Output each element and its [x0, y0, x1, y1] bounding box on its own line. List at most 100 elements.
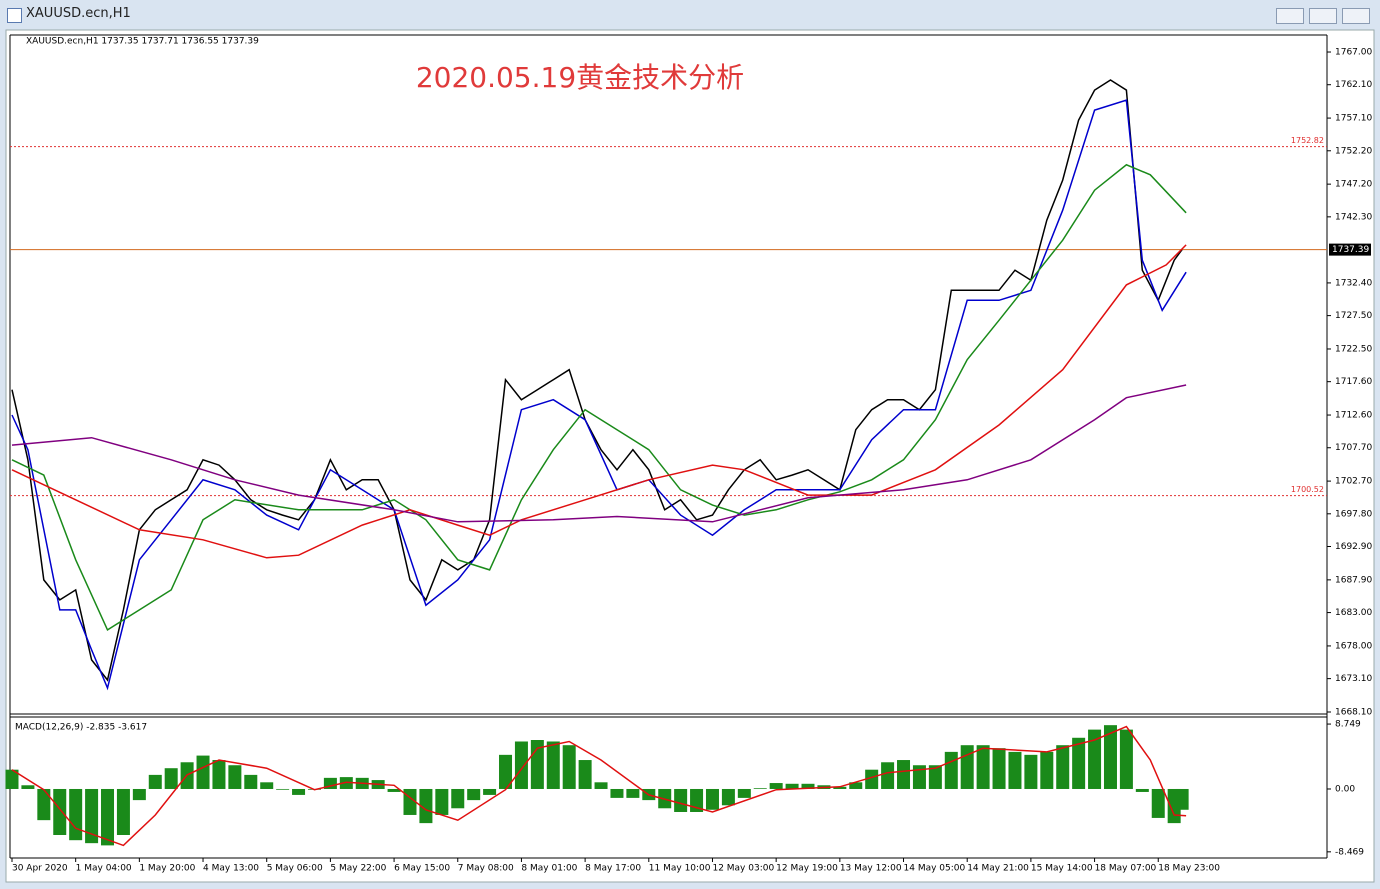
- macd-bar: [769, 783, 783, 789]
- macd-bar: [132, 788, 146, 801]
- x-tick-label: 14 May 21:00: [967, 864, 1029, 874]
- y-tick-label: 1747.20: [1335, 180, 1372, 190]
- y-tick-label: 0.00: [1335, 784, 1355, 794]
- y-tick-label: 1697.80: [1335, 509, 1372, 519]
- macd-bar: [912, 765, 926, 789]
- macd-bar: [976, 745, 990, 789]
- macd-bar: [260, 782, 274, 789]
- x-tick-label: 1 May 20:00: [139, 864, 195, 874]
- macd-bar: [928, 765, 942, 789]
- macd-bar: [276, 788, 290, 790]
- macd-bar: [833, 786, 847, 789]
- macd-bar: [753, 788, 767, 789]
- y-tick-label: 1673.10: [1335, 674, 1372, 684]
- macd-bar: [1008, 751, 1022, 789]
- macd-bar: [1056, 745, 1070, 789]
- x-tick-label: 18 May 23:00: [1158, 864, 1220, 874]
- x-tick-label: 7 May 08:00: [458, 864, 514, 874]
- y-tick-label: 1683.00: [1335, 608, 1372, 618]
- close-button[interactable]: [1342, 8, 1370, 24]
- x-tick-label: 14 May 05:00: [904, 864, 966, 874]
- y-tick-label: 1722.50: [1335, 344, 1372, 354]
- macd-bar: [244, 774, 258, 789]
- macd-bar: [53, 788, 67, 835]
- current-price-box: [1329, 243, 1371, 256]
- macd-bar: [292, 788, 306, 795]
- macd-bar: [212, 760, 226, 789]
- macd-bar: [69, 788, 83, 841]
- macd-bar: [1040, 751, 1054, 789]
- macd-bar: [483, 788, 497, 795]
- y-tick-label: 1752.20: [1335, 146, 1372, 156]
- macd-bar: [721, 788, 735, 806]
- macd-bar: [1119, 729, 1133, 789]
- y-tick-label: 1712.60: [1335, 411, 1372, 421]
- y-tick-label: 1727.50: [1335, 311, 1372, 321]
- macd-label: MACD(12,26,9) -2.835 -3.617: [15, 723, 147, 733]
- macd-bar: [1088, 729, 1102, 789]
- macd-bar: [960, 745, 974, 789]
- macd-bar: [626, 788, 640, 798]
- macd-bar: [881, 762, 895, 789]
- x-tick-label: 15 May 14:00: [1031, 864, 1093, 874]
- series-line: [11, 244, 1187, 559]
- minimize-button[interactable]: [1276, 8, 1304, 24]
- x-tick-label: 8 May 17:00: [585, 864, 641, 874]
- x-tick-label: 5 May 22:00: [330, 864, 386, 874]
- macd-bar: [37, 788, 51, 821]
- y-tick-label: 1742.30: [1335, 212, 1372, 222]
- macd-bar: [323, 777, 337, 789]
- maximize-button[interactable]: [1309, 8, 1337, 24]
- x-tick-label: 4 May 13:00: [203, 864, 259, 874]
- macd-bar: [1024, 754, 1038, 789]
- x-tick-label: 8 May 01:00: [521, 864, 577, 874]
- x-tick-label: 12 May 19:00: [776, 864, 838, 874]
- current-price-label: 1737.39: [1332, 245, 1369, 255]
- macd-bar: [801, 783, 815, 789]
- macd-bar: [21, 785, 35, 789]
- macd-bar: [514, 741, 528, 789]
- macd-bar: [849, 782, 863, 789]
- level-label: 1700.52: [1291, 485, 1324, 494]
- macd-bar: [1103, 725, 1117, 789]
- x-tick-label: 11 May 10:00: [649, 864, 711, 874]
- y-tick-label: 1717.60: [1335, 377, 1372, 387]
- macd-bar: [674, 788, 688, 812]
- macd-bar: [610, 788, 624, 798]
- macd-bar: [578, 760, 592, 789]
- macd-bar: [785, 783, 799, 789]
- macd-bar: [164, 768, 178, 789]
- macd-bar: [148, 774, 162, 789]
- y-tick-label: 1668.10: [1335, 707, 1372, 717]
- y-tick-label: 1732.40: [1335, 278, 1372, 288]
- chart-title: 2020.05.19黄金技术分析: [416, 61, 744, 94]
- series-line: [11, 163, 1187, 631]
- macd-bar: [897, 760, 911, 789]
- macd-bar: [1072, 737, 1086, 789]
- series-line: [11, 384, 1187, 523]
- macd-bar: [101, 788, 115, 846]
- y-tick-label: 1678.00: [1335, 641, 1372, 651]
- macd-bar: [594, 782, 608, 789]
- y-tick-label: 8.749: [1335, 720, 1361, 730]
- x-tick-label: 30 Apr 2020: [12, 864, 68, 874]
- y-tick-label: 1757.10: [1335, 114, 1372, 124]
- macd-bar: [451, 788, 465, 809]
- macd-bar: [85, 788, 99, 844]
- macd-bar: [944, 751, 958, 789]
- macd-bar: [419, 788, 433, 824]
- macd-bar: [5, 769, 19, 789]
- x-tick-label: 13 May 12:00: [840, 864, 902, 874]
- x-tick-label: 5 May 06:00: [267, 864, 323, 874]
- macd-bar: [737, 788, 751, 798]
- y-tick-label: 1767.00: [1335, 48, 1372, 58]
- chart-frame: [5, 29, 1375, 883]
- x-tick-label: 1 May 04:00: [76, 864, 132, 874]
- macd-bar: [499, 754, 513, 789]
- macd-bar: [865, 769, 879, 789]
- macd-bar: [1175, 788, 1189, 810]
- macd-bar: [387, 788, 401, 792]
- x-tick-label: 12 May 03:00: [712, 864, 774, 874]
